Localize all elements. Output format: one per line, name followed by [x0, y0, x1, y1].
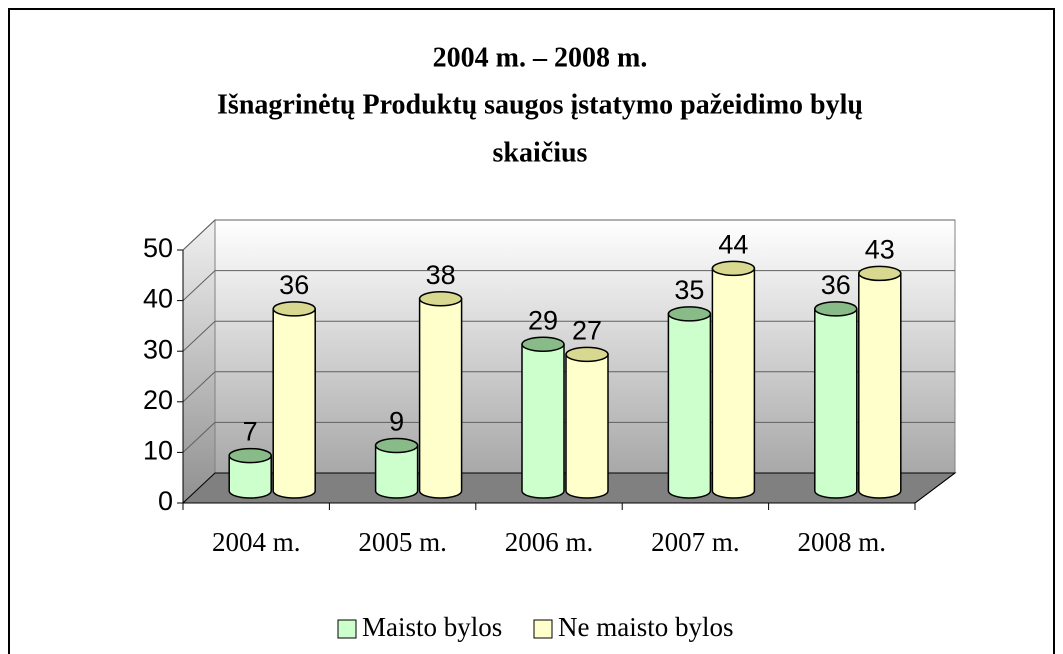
- data-label: 36: [279, 270, 309, 300]
- x-tick-label: 2005 m.: [358, 527, 447, 557]
- legend-label: Ne maisto bylos: [558, 612, 734, 642]
- bar-top: [667, 306, 712, 322]
- bar-body: [418, 297, 463, 499]
- y-tick-label: 0: [158, 486, 173, 516]
- data-label: 9: [389, 407, 404, 437]
- grid-line: [182, 422, 216, 453]
- grid-line: [182, 320, 216, 352]
- data-label: 38: [426, 260, 456, 290]
- bar-top: [374, 437, 419, 454]
- bar: [565, 346, 609, 499]
- bar-body: [858, 272, 902, 499]
- data-label: 43: [865, 235, 895, 265]
- bar: [711, 260, 756, 499]
- bar-body: [565, 353, 609, 499]
- grid-line: [182, 219, 216, 251]
- data-label: 27: [572, 316, 602, 346]
- y-tick-label: 20: [143, 385, 173, 415]
- grid-line: [182, 371, 216, 403]
- chart-title: skaičius: [493, 137, 588, 168]
- y-tick-label: 40: [143, 284, 173, 314]
- bar: [521, 336, 565, 499]
- bar-body: [228, 454, 272, 499]
- bar: [272, 301, 316, 499]
- x-tick-label: 2006 m.: [505, 527, 594, 557]
- chart-title: Išnagrinėtų Produktų saugos įstatymo paž…: [217, 89, 863, 120]
- bar-body: [814, 308, 858, 499]
- data-label: 36: [821, 270, 851, 300]
- bar-top: [228, 447, 272, 464]
- data-label: 7: [243, 417, 258, 447]
- data-label: 44: [718, 229, 748, 259]
- bar-top: [272, 301, 316, 317]
- data-label: 35: [674, 275, 704, 305]
- grid-line: [182, 270, 216, 301]
- chart-title: 2004 m. – 2008 m.: [433, 42, 648, 73]
- y-tick-label: 10: [143, 436, 173, 466]
- side-wall: [182, 218, 216, 505]
- bar-body: [374, 444, 419, 499]
- y-tick-label: 50: [143, 233, 173, 263]
- bar-top: [418, 290, 463, 307]
- bar: [374, 437, 419, 499]
- legend-label: Maisto bylos: [362, 612, 502, 642]
- bar-body: [272, 308, 316, 499]
- bar: [667, 306, 712, 499]
- x-tick-label: 2004 m.: [212, 527, 301, 557]
- bar-top: [711, 260, 756, 277]
- legend-swatch: [533, 619, 553, 639]
- bar: [228, 447, 272, 499]
- y-tick-label: 30: [143, 334, 173, 364]
- bar: [858, 265, 902, 499]
- floor-edge: [914, 472, 956, 504]
- bar-body: [667, 313, 712, 499]
- bar-top: [565, 346, 609, 363]
- bar-top: [814, 301, 858, 317]
- bar-body: [711, 267, 756, 499]
- x-tick-label: 2007 m.: [651, 527, 740, 557]
- plot: 0 10 20 30 40 50 2004 m. 7 36 2005 m. 9 38 2006 m. 29…: [143, 219, 955, 557]
- bar-top: [521, 336, 565, 353]
- bar: [814, 301, 858, 499]
- bar-top: [858, 265, 902, 282]
- data-label: 29: [528, 305, 558, 335]
- legend-swatch: [337, 619, 357, 639]
- bar-body: [521, 343, 565, 499]
- x-tick-label: 2008 m.: [798, 527, 887, 557]
- bar: [418, 290, 463, 499]
